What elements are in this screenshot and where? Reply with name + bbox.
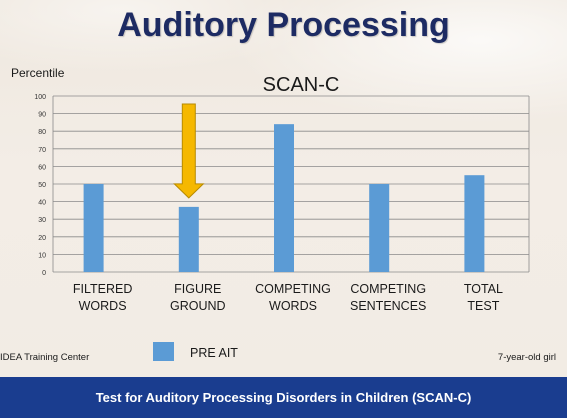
- x-tick-labels: FILTERED WORDS FIGURE GROUND COMPETING WORDS C…: [73, 282, 503, 313]
- x-tick-label: WORDS: [79, 299, 127, 313]
- x-tick-label: TOTAL: [464, 282, 503, 296]
- y-tick-labels: 0 10 20 30 40 50 60 70 80 90 100: [34, 94, 46, 277]
- slide-title: Auditory Processing: [117, 6, 450, 44]
- y-tick-label: 100: [34, 94, 46, 101]
- bar: [369, 184, 390, 272]
- bar: [178, 206, 199, 272]
- footer-banner: Test for Auditory Processing Disorders i…: [0, 377, 567, 418]
- y-tick-label: 20: [38, 235, 46, 242]
- bar: [83, 184, 104, 272]
- bar: [274, 124, 294, 272]
- y-tick-label: 80: [38, 129, 46, 136]
- y-tick-label: 10: [38, 252, 46, 259]
- legend: PRE AIT: [153, 342, 238, 361]
- x-tick-label: COMPETING: [255, 282, 331, 296]
- x-tick-label: COMPETING: [350, 282, 426, 296]
- x-tick-label: FIGURE: [174, 282, 221, 296]
- bars: [83, 124, 485, 272]
- y-tick-label: 30: [38, 217, 46, 224]
- training-center-note: IDEA Training Center: [0, 352, 90, 363]
- legend-label: PRE AIT: [190, 346, 238, 360]
- subject-note: 7-year-old girl: [497, 352, 556, 363]
- y-tick-label: 60: [38, 164, 46, 171]
- y-tick-label: 90: [38, 112, 46, 119]
- bar: [464, 175, 485, 272]
- x-tick-label: TEST: [467, 299, 499, 313]
- footer-text: Test for Auditory Processing Disorders i…: [95, 390, 472, 405]
- x-tick-label: SENTENCES: [350, 299, 426, 313]
- y-tick-label: 70: [38, 147, 46, 154]
- legend-swatch: [153, 342, 174, 361]
- x-tick-label: GROUND: [170, 299, 226, 313]
- x-tick-label: FILTERED: [73, 282, 133, 296]
- annotations: [173, 103, 205, 199]
- y-tick-label: 50: [38, 182, 46, 189]
- down-arrow-icon: [173, 103, 205, 199]
- x-tick-label: WORDS: [269, 299, 317, 313]
- chart-title: SCAN-C: [263, 74, 340, 96]
- y-tick-label: 40: [38, 200, 46, 207]
- y-tick-label: 0: [42, 270, 46, 277]
- y-axis-label: Percentile: [11, 66, 65, 80]
